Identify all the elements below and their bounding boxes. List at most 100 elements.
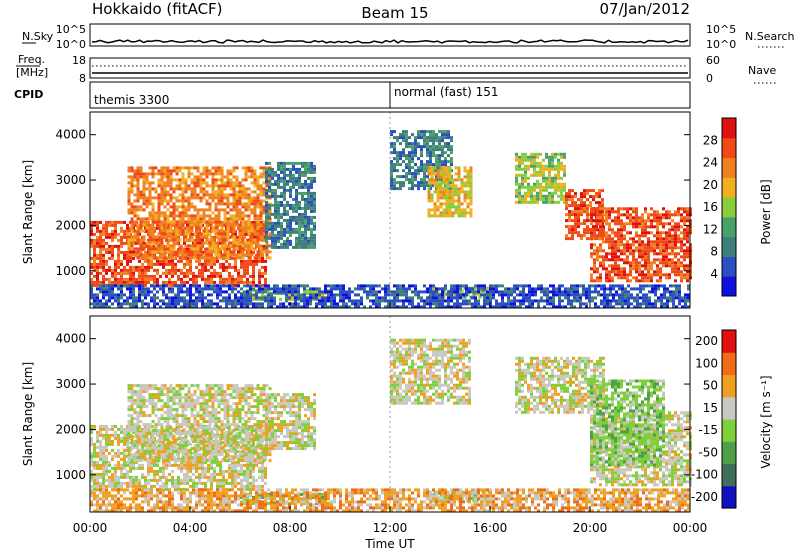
power-cell xyxy=(160,256,164,260)
power-cell xyxy=(650,264,653,268)
power-cell xyxy=(223,196,227,200)
power-cell xyxy=(451,214,455,218)
power-cell xyxy=(153,268,156,272)
power-cell xyxy=(402,299,405,303)
power-cell xyxy=(674,231,677,235)
power-cell xyxy=(594,302,597,306)
power-cell xyxy=(591,296,594,300)
power-cell xyxy=(241,187,245,191)
power-cell xyxy=(172,178,176,182)
power-cell xyxy=(459,293,462,297)
power-cell xyxy=(611,240,614,244)
power-cell xyxy=(614,264,617,268)
power-cell xyxy=(247,214,251,218)
power-cell xyxy=(423,184,426,188)
power-cell xyxy=(139,166,143,170)
power-cell xyxy=(186,287,189,291)
power-cell xyxy=(390,302,393,306)
power-cell xyxy=(330,302,333,306)
power-cell xyxy=(162,302,165,306)
power-cell xyxy=(435,145,438,149)
power-cell xyxy=(399,151,402,155)
power-cell xyxy=(229,220,233,224)
power-cell xyxy=(240,277,243,281)
power-cell xyxy=(247,256,251,260)
power-cell xyxy=(250,166,254,170)
power-cell xyxy=(289,191,292,195)
power-cell xyxy=(130,244,134,248)
power-cell xyxy=(617,234,620,238)
power-cell xyxy=(451,202,455,206)
power-cell xyxy=(589,189,592,193)
power-cell xyxy=(247,247,251,251)
power-cell xyxy=(444,287,447,291)
power-cell xyxy=(408,157,411,161)
power-cell xyxy=(180,259,183,263)
power-cell xyxy=(577,222,580,226)
power-cell xyxy=(144,290,147,294)
power-cell xyxy=(656,252,659,256)
power-cell xyxy=(217,199,221,203)
power-cell xyxy=(217,229,221,233)
power-cell xyxy=(333,305,336,309)
power-cell xyxy=(175,169,179,173)
power-cell xyxy=(515,191,518,195)
power-cell xyxy=(662,231,665,235)
power-cell xyxy=(442,202,446,206)
power-cell xyxy=(189,299,192,303)
power-cell xyxy=(301,242,304,246)
power-cell xyxy=(205,184,209,188)
power-cell xyxy=(120,268,123,272)
power-cell xyxy=(114,277,117,281)
power-cell xyxy=(402,284,405,288)
power-cell xyxy=(235,220,239,224)
power-cell xyxy=(90,296,93,300)
power-cell xyxy=(565,204,568,208)
power-cell xyxy=(156,262,159,266)
power-cell xyxy=(217,187,221,191)
power-cell xyxy=(187,172,191,176)
power-cell xyxy=(632,243,635,247)
power-cell xyxy=(178,199,182,203)
power-cell xyxy=(114,235,117,239)
power-cell xyxy=(548,179,551,183)
power-cell xyxy=(590,246,593,250)
power-cell xyxy=(626,261,629,265)
power-cell xyxy=(246,259,249,263)
power-cell xyxy=(445,190,449,194)
power-cell xyxy=(196,244,200,248)
power-cell xyxy=(608,264,611,268)
power-cell xyxy=(169,211,173,215)
power-cell xyxy=(469,196,473,200)
power-cell xyxy=(330,305,333,309)
power-cell xyxy=(175,253,179,257)
power-cell xyxy=(614,261,617,265)
power-cell xyxy=(195,287,198,291)
power-cell xyxy=(530,155,533,159)
power-cell xyxy=(580,210,583,214)
power-cell xyxy=(213,274,216,278)
power-cell xyxy=(614,258,617,262)
power-cell xyxy=(521,179,524,183)
power-cell xyxy=(166,190,170,194)
power-cell xyxy=(469,208,473,212)
power-cell xyxy=(477,299,480,303)
power-cell xyxy=(225,299,228,303)
power-cell xyxy=(99,271,102,275)
power-cell xyxy=(199,217,203,221)
power-cell xyxy=(686,231,689,235)
power-cell xyxy=(102,268,105,272)
power-cell xyxy=(265,215,268,219)
power-cell xyxy=(186,302,189,306)
power-cell xyxy=(192,277,195,281)
power-cell xyxy=(202,166,206,170)
power-cell xyxy=(102,229,105,233)
power-cell xyxy=(166,232,170,236)
power-cell xyxy=(90,232,93,236)
power-cell xyxy=(151,202,155,206)
power-cell xyxy=(217,247,221,251)
power-cell xyxy=(580,237,583,241)
power-cell xyxy=(411,172,414,176)
power-cell xyxy=(313,203,316,207)
power-cell xyxy=(279,297,282,301)
